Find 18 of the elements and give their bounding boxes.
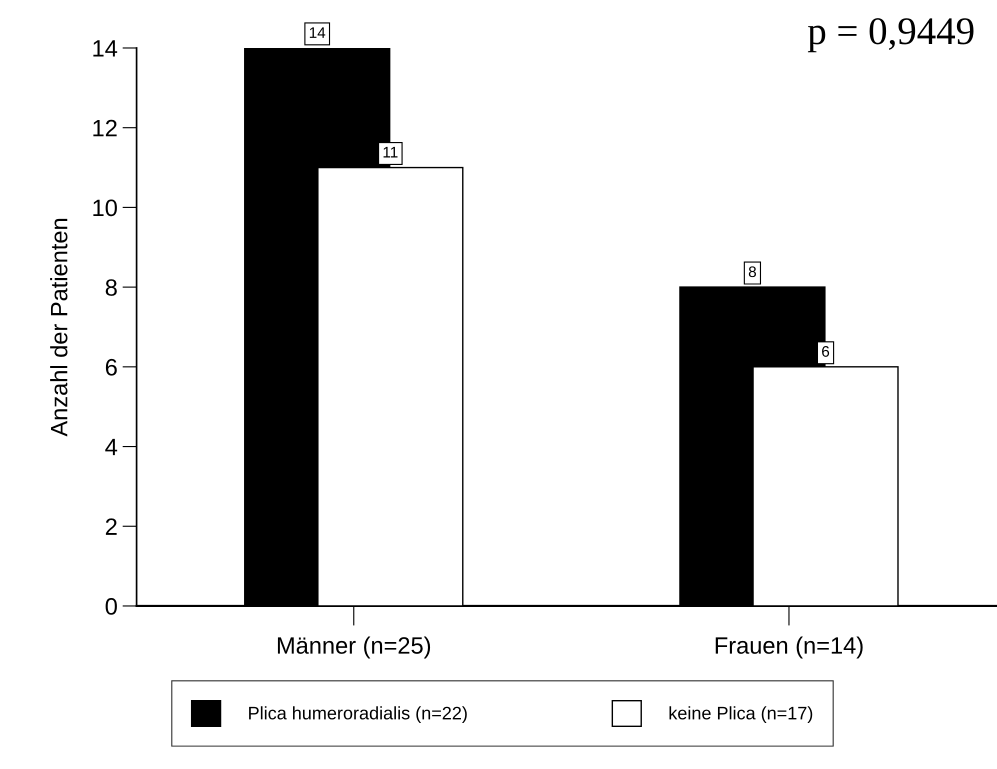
y-tick-label: 4: [105, 438, 118, 456]
y-tick-label: 8: [106, 279, 117, 296]
x-tick-label: Männer (n=25): [278, 636, 430, 659]
data-label: 6: [822, 346, 830, 357]
y-tick-label: 6: [106, 358, 117, 376]
data-label: 11: [384, 146, 398, 158]
y-tick-label: 2: [106, 518, 117, 535]
annotation: p = 0,9449: [808, 18, 974, 52]
y-axis-title: Anzahl der Patienten: [50, 218, 68, 437]
data-label: 8: [748, 266, 756, 278]
y-tick-label: 14: [93, 40, 118, 57]
y-tick-label: 12: [93, 120, 117, 136]
legend-label: keine Plica (n=17): [670, 706, 812, 724]
x-tick-label: Frauen (n=14): [716, 636, 863, 659]
data-label: 14: [310, 27, 326, 38]
y-tick-label: 0: [106, 598, 117, 615]
y-tick-label: 10: [93, 199, 117, 216]
legend-label: Plica humeroradialis (n=22): [249, 706, 467, 724]
